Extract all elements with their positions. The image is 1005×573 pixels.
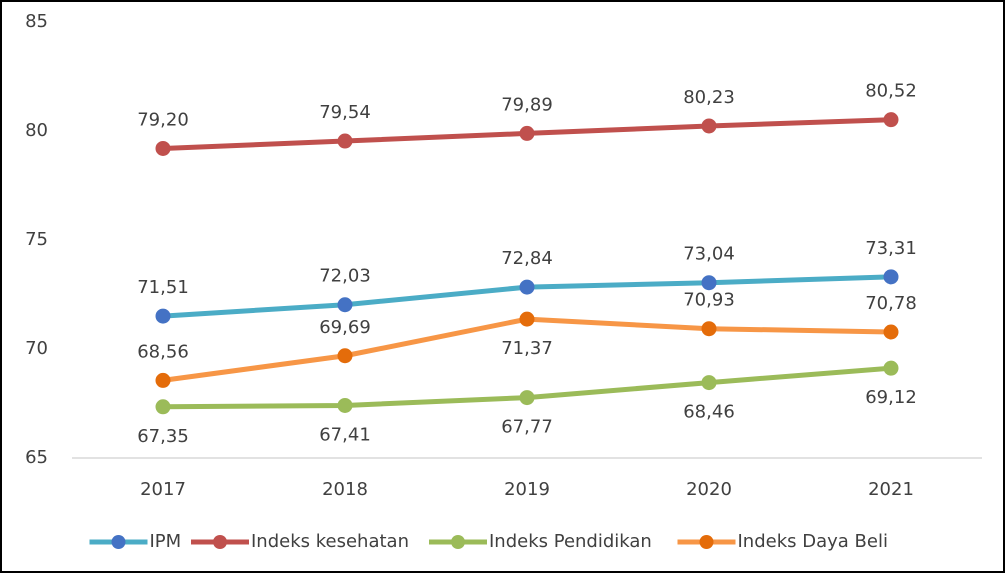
data-point bbox=[883, 324, 899, 340]
y-tick-label: 80 bbox=[25, 120, 48, 141]
data-point bbox=[155, 399, 171, 415]
legend-label: Indeks kesehatan bbox=[251, 531, 409, 552]
data-label: 67,77 bbox=[501, 417, 553, 438]
data-point bbox=[337, 348, 353, 364]
data-label: 69,69 bbox=[319, 317, 371, 338]
data-label: 69,12 bbox=[865, 387, 917, 408]
data-point bbox=[155, 308, 171, 324]
data-label: 67,41 bbox=[319, 424, 371, 445]
data-point bbox=[519, 390, 535, 406]
data-point bbox=[155, 140, 171, 156]
data-point bbox=[337, 397, 353, 413]
data-label: 73,04 bbox=[683, 244, 735, 265]
legend-label: Indeks Pendidikan bbox=[489, 531, 652, 552]
data-label: 73,31 bbox=[865, 238, 917, 259]
legend-label: IPM bbox=[150, 531, 182, 552]
data-label: 71,51 bbox=[137, 277, 189, 298]
data-point bbox=[519, 311, 535, 327]
x-tick-label: 2018 bbox=[322, 479, 368, 500]
data-label: 72,84 bbox=[501, 248, 553, 269]
x-tick-label: 2019 bbox=[504, 479, 550, 500]
data-label: 68,56 bbox=[137, 341, 189, 362]
legend-marker bbox=[699, 535, 714, 549]
y-tick-label: 70 bbox=[25, 338, 48, 359]
data-point bbox=[701, 321, 717, 337]
data-point bbox=[519, 279, 535, 295]
data-label: 70,93 bbox=[683, 290, 735, 311]
y-tick-label: 65 bbox=[25, 447, 48, 468]
data-point bbox=[155, 372, 171, 388]
data-label: 67,35 bbox=[137, 426, 189, 447]
y-tick-label: 85 bbox=[25, 11, 48, 32]
data-label: 80,52 bbox=[865, 81, 917, 102]
data-label: 72,03 bbox=[319, 266, 371, 287]
data-label: 68,46 bbox=[683, 402, 735, 423]
data-point bbox=[337, 297, 353, 313]
data-point bbox=[883, 269, 899, 285]
data-point bbox=[701, 118, 717, 134]
legend-marker bbox=[111, 535, 126, 549]
data-label: 79,54 bbox=[319, 102, 371, 123]
data-label: 79,89 bbox=[501, 94, 553, 115]
data-point bbox=[337, 133, 353, 149]
y-tick-label: 75 bbox=[25, 229, 48, 250]
data-point bbox=[701, 275, 717, 291]
legend-label: Indeks Daya Beli bbox=[738, 531, 888, 552]
x-tick-label: 2017 bbox=[140, 479, 186, 500]
data-point bbox=[519, 125, 535, 141]
data-label: 79,20 bbox=[137, 109, 189, 130]
legend-marker bbox=[213, 535, 227, 549]
x-tick-label: 2020 bbox=[686, 479, 732, 500]
data-point bbox=[701, 375, 717, 391]
data-point bbox=[883, 112, 899, 128]
data-label: 70,78 bbox=[865, 293, 917, 314]
legend-marker bbox=[451, 535, 465, 549]
data-label: 80,23 bbox=[683, 87, 735, 108]
x-tick-label: 2021 bbox=[868, 479, 914, 500]
data-point bbox=[883, 360, 899, 376]
data-label: 71,37 bbox=[501, 338, 553, 359]
